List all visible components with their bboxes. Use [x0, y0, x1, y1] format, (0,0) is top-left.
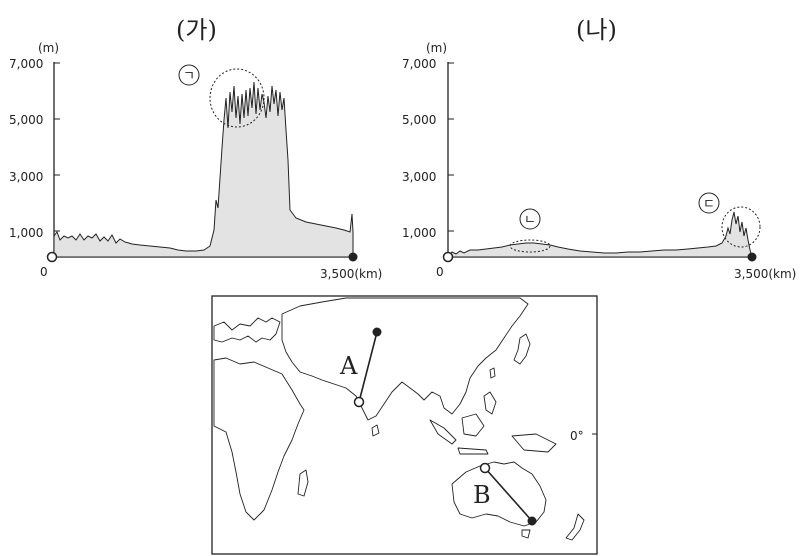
marker-circle-a [178, 64, 200, 86]
right-end-point [747, 252, 757, 262]
sri-lanka [371, 424, 380, 437]
route-a-start [353, 396, 365, 408]
profile-chart-left: (m) 7,000 5,000 3,000 1,000 0 3,500(km) … [9, 41, 382, 281]
y-tick-3000-right: 3,000 [402, 170, 436, 184]
marker-ellipse-a [209, 68, 265, 128]
new-guinea [511, 433, 557, 453]
right-panel-title: (나) [576, 16, 617, 44]
y-unit-label-right: (m) [426, 41, 447, 55]
marker-label-b: ㄴ [524, 213, 536, 228]
left-panel-title: (가) [176, 16, 217, 44]
right-start-point [442, 251, 454, 263]
marker-label-a: ㄱ [183, 69, 195, 84]
left-start-point [46, 251, 58, 263]
marker-ellipse-b [509, 239, 551, 253]
x-tick-end-right: 3,500(km) [734, 267, 796, 281]
marker-ellipse-c [721, 206, 761, 248]
terrain-fill-left [53, 81, 354, 258]
x-tick-start-left: 0 [40, 265, 48, 279]
y-tick-3000: 3,000 [9, 170, 43, 184]
taiwan [489, 367, 496, 379]
route-a-end [372, 327, 382, 337]
profile-chart-right: (m) 7,000 5,000 3,000 1,000 0 3,500(km) … [402, 41, 796, 281]
philippines [483, 391, 497, 415]
x-tick-end-left: 3,500(km) [320, 267, 382, 281]
y-tick-7000: 7,000 [9, 57, 43, 71]
route-b-start [479, 462, 491, 474]
marker-circle-b [519, 208, 541, 230]
asia-landmass [281, 297, 529, 421]
sumatra [429, 419, 457, 445]
route-b-line [484, 467, 533, 522]
madagascar [297, 469, 309, 497]
tasmania [521, 529, 531, 539]
route-b-label: B [473, 481, 491, 509]
y-tick-1000: 1,000 [9, 226, 43, 240]
borneo [461, 413, 485, 437]
africa-landmass [213, 357, 305, 521]
equator-label: 0° [570, 429, 584, 443]
terrain-fill-right [446, 211, 753, 258]
left-end-point [348, 252, 358, 262]
y-tick-7000-right: 7,000 [402, 57, 436, 71]
y-unit-label: (m) [38, 41, 59, 55]
x-tick-start-right: 0 [436, 265, 444, 279]
route-a-label: A [339, 352, 358, 380]
europe-landmass [213, 317, 281, 343]
y-tick-5000-right: 5,000 [402, 113, 436, 127]
y-tick-1000-right: 1,000 [402, 226, 436, 240]
new-zealand [565, 513, 585, 541]
japan [513, 333, 531, 365]
route-b-end [527, 516, 537, 526]
marker-circle-c [698, 192, 720, 214]
java [457, 447, 489, 455]
y-tick-5000: 5,000 [9, 113, 43, 127]
route-a-line [358, 331, 378, 403]
marker-label-c: ㄷ [703, 197, 715, 212]
